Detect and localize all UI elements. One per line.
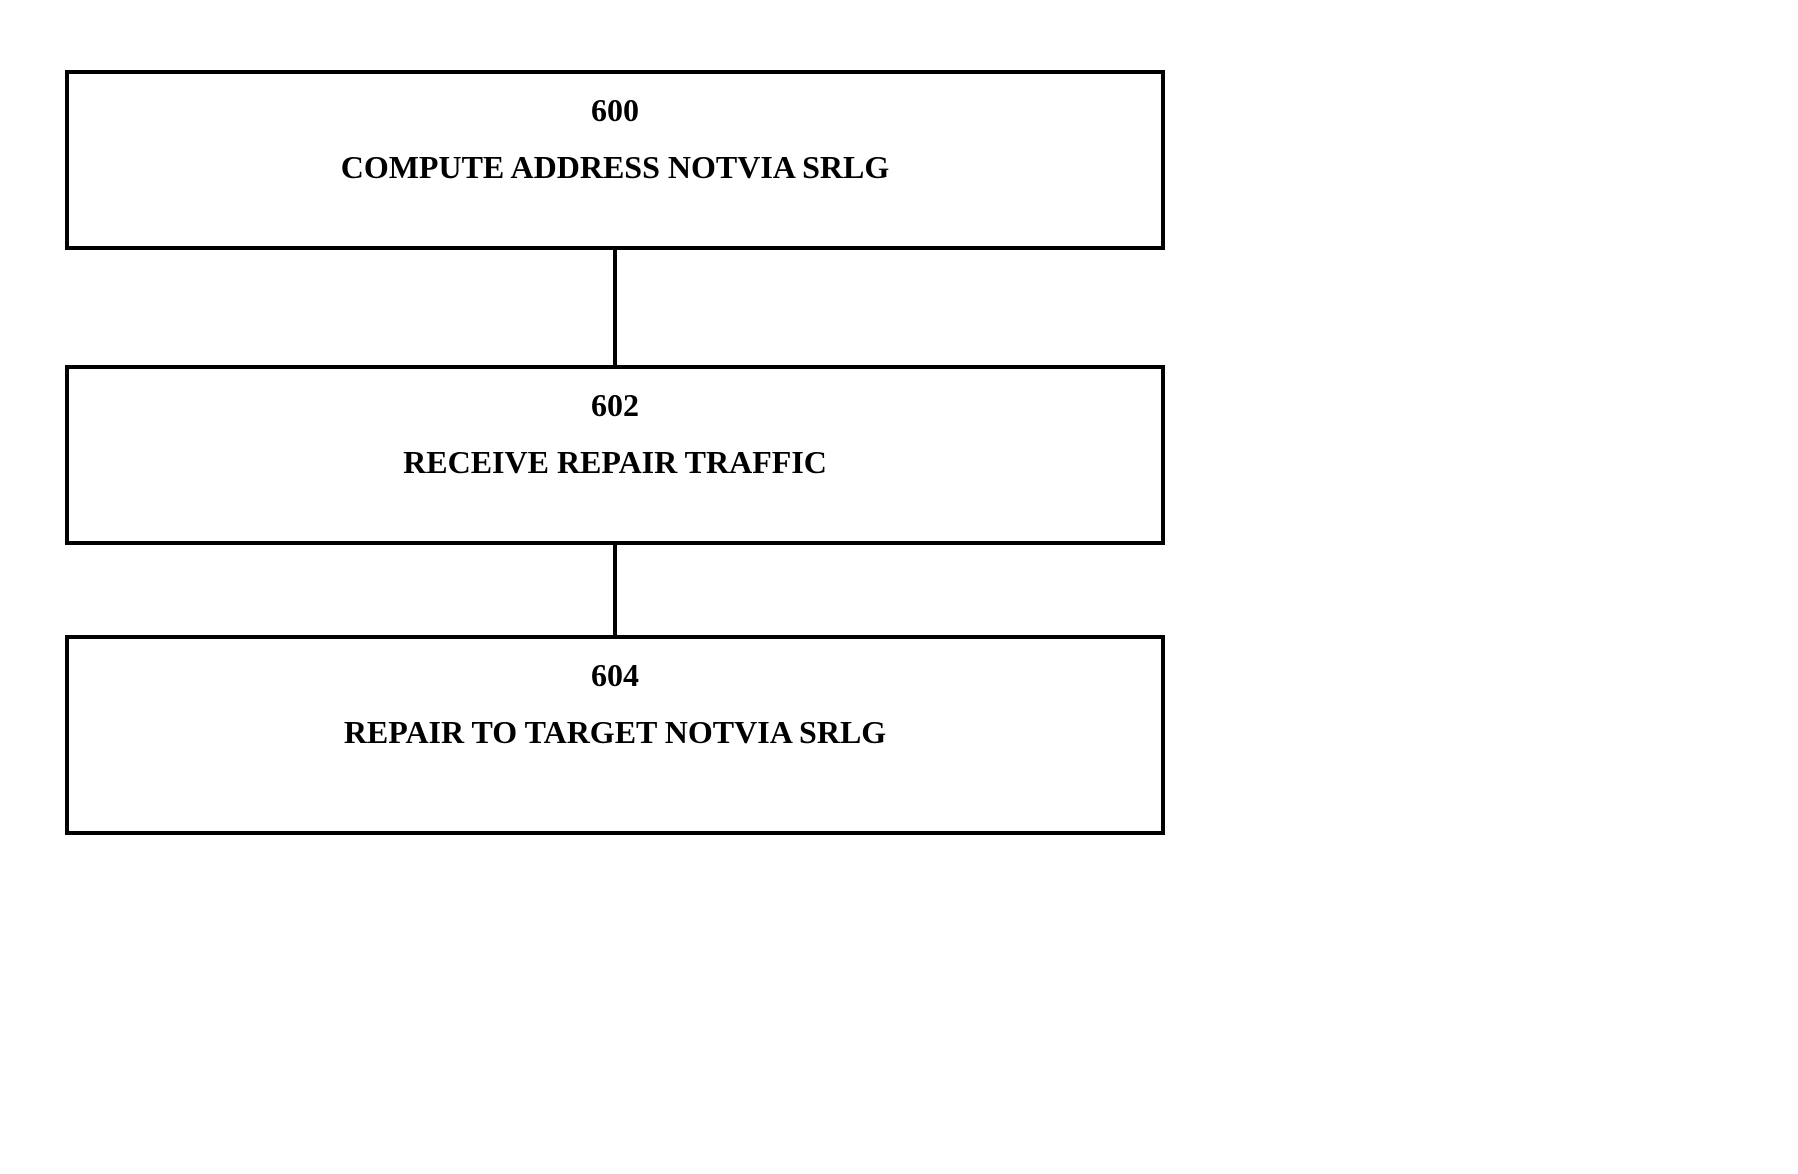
flow-node-0: 600 COMPUTE ADDRESS NOTVIA SRLG	[65, 70, 1165, 250]
flow-node-1-label: RECEIVE REPAIR TRAFFIC	[89, 444, 1141, 481]
flowchart-container: 600 COMPUTE ADDRESS NOTVIA SRLG 602 RECE…	[65, 70, 1165, 835]
flow-node-2-label: REPAIR TO TARGET NOTVIA SRLG	[89, 714, 1141, 751]
flow-node-1-number: 602	[89, 387, 1141, 424]
flow-connector-0	[613, 250, 617, 365]
flow-node-2-number: 604	[89, 657, 1141, 694]
flow-node-0-label: COMPUTE ADDRESS NOTVIA SRLG	[89, 149, 1141, 186]
flow-node-0-number: 600	[89, 92, 1141, 129]
flow-connector-1	[613, 545, 617, 635]
flow-node-1: 602 RECEIVE REPAIR TRAFFIC	[65, 365, 1165, 545]
flow-node-2: 604 REPAIR TO TARGET NOTVIA SRLG	[65, 635, 1165, 835]
